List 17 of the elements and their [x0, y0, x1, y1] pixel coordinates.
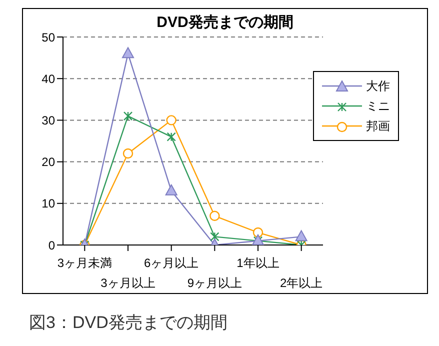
x-tick-label: 3ヶ月以上: [100, 276, 156, 290]
legend-label: 大作: [366, 78, 390, 95]
y-tick-label: 50: [42, 30, 56, 44]
x-tick-label: 1年以上: [236, 256, 280, 270]
legend-label: ミニ: [366, 98, 390, 115]
x-tick-label: 9ヶ月以上: [187, 276, 242, 290]
legend-label: 邦画: [366, 118, 390, 135]
chart-title: DVD発売までの期間: [156, 13, 294, 31]
x-tick-label: 3ヶ月未満: [57, 256, 112, 270]
y-tick-label: 40: [42, 72, 56, 86]
y-tick-label: 10: [42, 196, 56, 211]
y-tick-label: 30: [42, 113, 56, 128]
x-tick-label: 2年以上: [280, 276, 323, 290]
x-tick-label: 6ヶ月以上: [144, 256, 199, 270]
caption: 図3：DVD発売までの期間: [29, 312, 228, 334]
y-tick-label: 0: [48, 238, 56, 252]
y-tick-label: 20: [42, 155, 56, 170]
